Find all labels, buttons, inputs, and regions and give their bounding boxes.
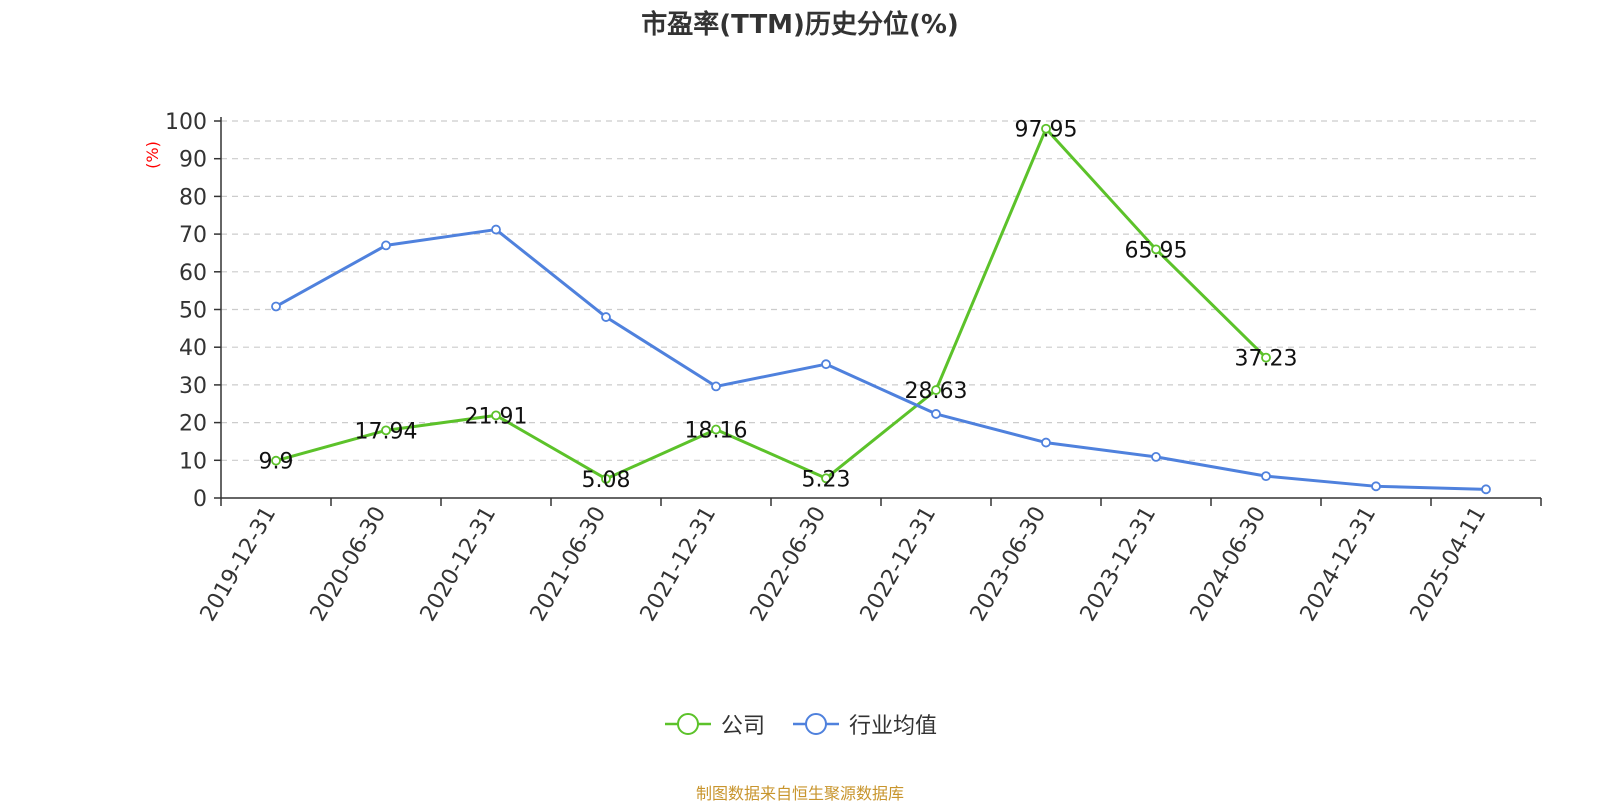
y-tick-label: 60	[179, 261, 207, 286]
y-tick-label: 80	[179, 185, 207, 210]
x-tick-label: 2024-06-30	[1186, 503, 1272, 626]
source-note: 制图数据来自恒生聚源数据库	[695, 784, 904, 803]
series-point-0	[711, 424, 721, 435]
data-label: 65.95	[1125, 238, 1188, 263]
x-tick-label: 2021-12-31	[636, 503, 722, 626]
x-tick-label: 2023-06-30	[966, 503, 1052, 626]
y-tick-label: 70	[179, 223, 207, 248]
series-point-0	[271, 455, 281, 466]
x-tick-label: 2025-04-11	[1406, 503, 1492, 626]
legend-item-industry[interactable]: 行业均值	[791, 708, 937, 740]
series-point-0	[601, 473, 611, 484]
x-tick-label: 2024-12-31	[1296, 503, 1382, 626]
legend-item-company[interactable]: 公司	[663, 708, 765, 740]
chart-title: 市盈率(TTM)历史分位(%)	[641, 10, 959, 40]
series-point-0	[381, 425, 391, 436]
series-point-1	[711, 381, 721, 392]
x-tick-label: 2023-12-31	[1076, 503, 1162, 626]
series-point-1	[381, 240, 391, 251]
series-point-0	[931, 385, 941, 395]
series-point-1	[601, 312, 611, 322]
y-axis-label: (%)	[143, 141, 162, 169]
x-tick-label: 2022-06-30	[746, 503, 832, 626]
series-point-0	[1261, 352, 1271, 363]
legend-swatch-company	[664, 713, 711, 735]
series-point-0	[821, 473, 831, 484]
data-label: 5.08	[582, 468, 631, 493]
series-point-1	[1261, 471, 1271, 482]
series-point-1	[491, 224, 501, 235]
y-tick-label: 90	[179, 148, 207, 173]
series-point-1	[1151, 452, 1161, 462]
series-line-1	[275, 228, 1487, 491]
y-tick-label: 100	[165, 110, 207, 135]
series-point-1	[1481, 484, 1491, 495]
x-tick-label: 2020-06-30	[306, 503, 392, 626]
legend-label-industry: 行业均值	[849, 714, 938, 739]
series-point-0	[1041, 123, 1051, 134]
series-point-1	[1371, 481, 1381, 492]
y-tick-label: 40	[179, 336, 207, 361]
data-label: 28.63	[905, 379, 968, 404]
y-tick-label: 20	[179, 412, 207, 437]
data-label: 97.95	[1015, 118, 1078, 143]
y-tick-label: 0	[193, 487, 207, 512]
series-point-0	[491, 410, 501, 421]
y-tick-label: 10	[179, 449, 207, 474]
data-label: 9.9	[259, 450, 294, 475]
y-tick-label: 30	[179, 374, 207, 399]
legend-swatch-industry	[793, 713, 839, 735]
data-label: 17.94	[355, 419, 418, 444]
y-tick-label: 50	[179, 299, 207, 324]
series-point-1	[271, 301, 281, 312]
series-point-0	[1151, 244, 1161, 255]
data-label: 5.23	[802, 467, 851, 492]
x-tick-label: 2021-06-30	[526, 503, 612, 626]
data-label: 21.91	[465, 404, 528, 429]
series-point-1	[821, 359, 831, 370]
x-tick-label: 2019-12-31	[196, 503, 282, 626]
x-tick-label: 2020-12-31	[416, 503, 502, 626]
series-point-1	[931, 409, 941, 419]
legend: 公司 行业均值	[0, 708, 1600, 740]
data-label: 37.23	[1235, 347, 1298, 372]
x-tick-label: 2022-12-31	[856, 503, 942, 626]
data-label: 18.16	[685, 419, 748, 444]
series-point-1	[1041, 437, 1051, 448]
series-line-0	[275, 127, 1268, 481]
legend-label-company: 公司	[720, 714, 765, 739]
